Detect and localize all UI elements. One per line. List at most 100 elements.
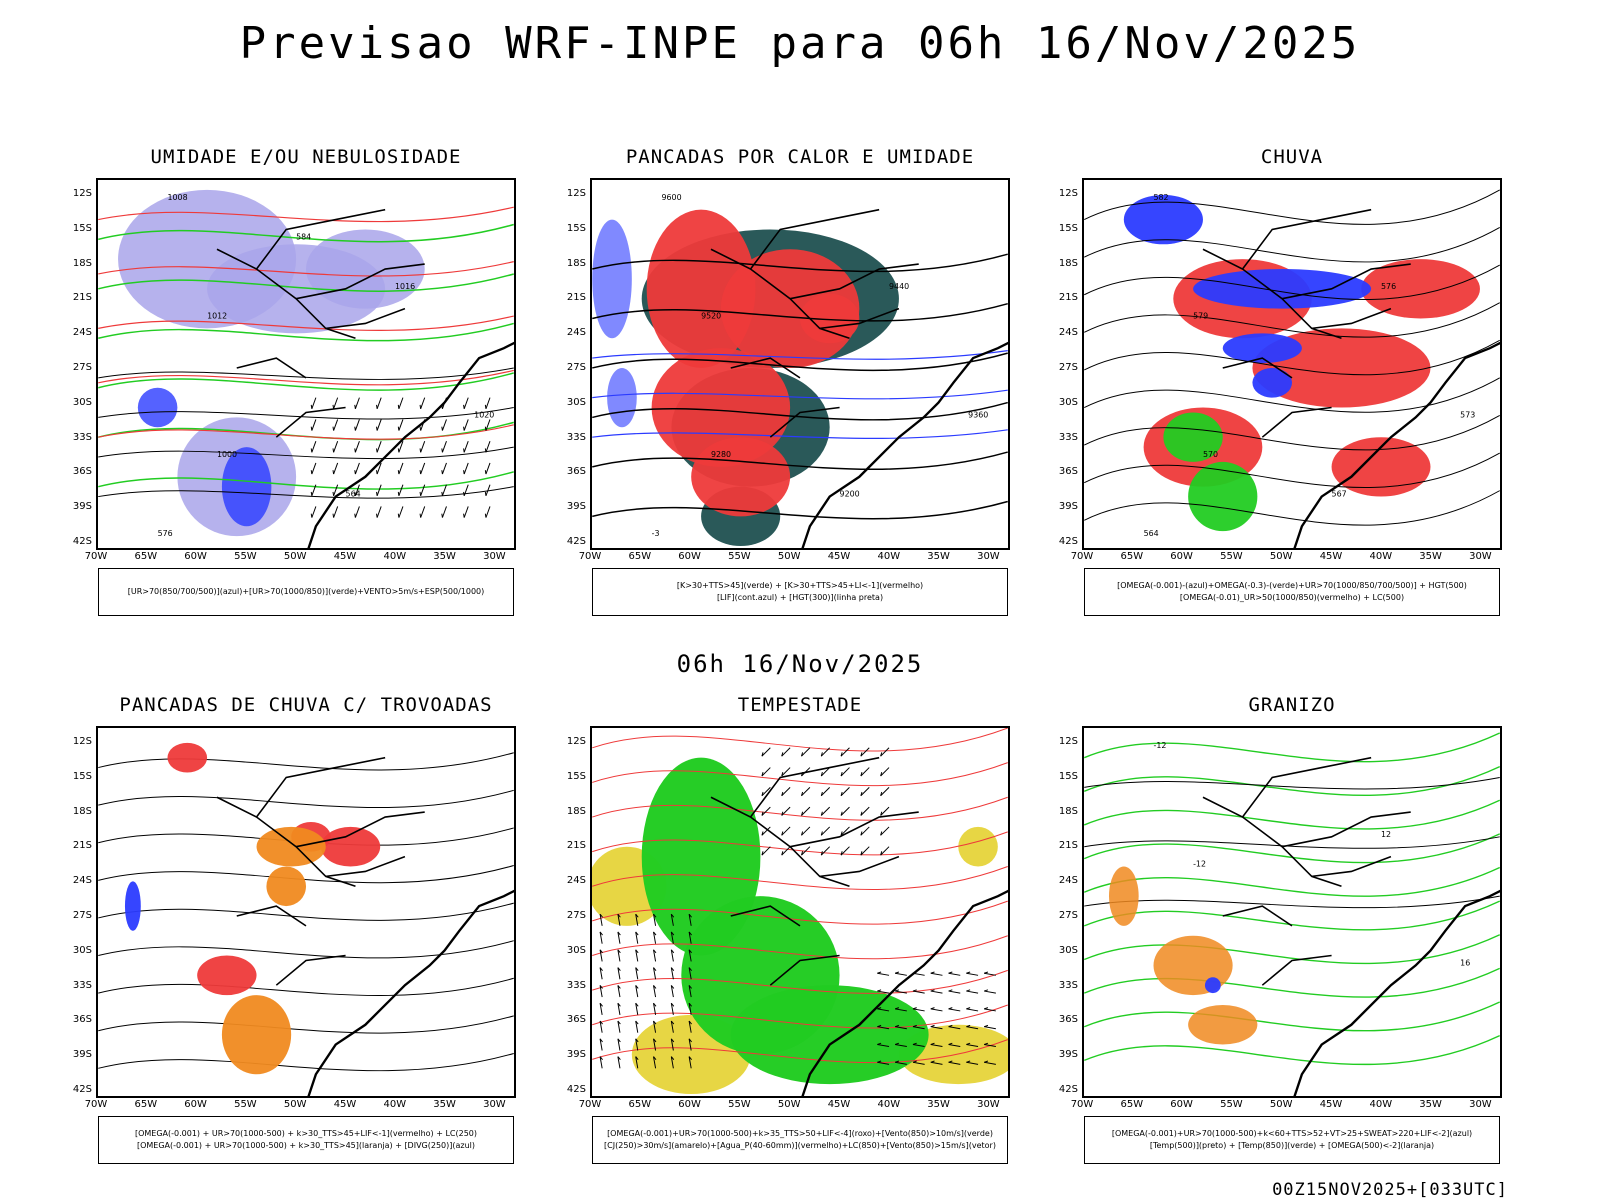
- wind-vector: [930, 1007, 943, 1012]
- wind-vector: [332, 419, 339, 431]
- wind-vector: [670, 1020, 675, 1033]
- wind-vector: [948, 1007, 961, 1012]
- lon-tick-label: 45W: [827, 1099, 851, 1110]
- wind-vector: [653, 1038, 657, 1051]
- storm-map-graphic: [592, 728, 1008, 1096]
- wind-vector: [761, 747, 771, 757]
- green-contour: [98, 322, 514, 342]
- humidity-area: [137, 387, 178, 428]
- lon-tick-label: 35W: [927, 551, 950, 562]
- temp850-contour: [1084, 732, 1500, 763]
- wind-vector: [688, 1056, 692, 1069]
- wind-vector: [653, 1020, 657, 1033]
- lon-tick-label: 60W: [1170, 1099, 1193, 1110]
- streamline: [98, 902, 514, 921]
- lat-tick-label: 12S: [1058, 188, 1078, 199]
- contour-label: 564: [1144, 529, 1159, 538]
- lat-tick-label: 15S: [566, 222, 586, 234]
- rain-panel-title: CHUVA: [1260, 146, 1324, 168]
- state-border: [789, 811, 919, 848]
- pressure-contour: [98, 486, 514, 499]
- lon-tick-label: 60W: [184, 1099, 207, 1110]
- wind-vector: [840, 767, 850, 777]
- wind-vector: [688, 1038, 692, 1051]
- contour-label: 1020: [474, 410, 494, 419]
- state-border: [295, 811, 425, 848]
- hail-map: -12 -12 12 16: [1082, 726, 1502, 1098]
- thunderstorm-showers-panel-title: PANCADAS DE CHUVA C/ TROVOADAS: [119, 694, 493, 716]
- lif-area: [607, 367, 637, 428]
- wind-vector: [840, 787, 850, 797]
- wind-vector: [397, 397, 404, 409]
- wind-vector: [984, 1042, 996, 1048]
- lat-tick-label: 12S: [566, 736, 586, 747]
- wind-vector: [860, 787, 870, 797]
- streamline: [1084, 189, 1500, 225]
- wind-vector: [653, 1002, 657, 1015]
- main-title: Previsao WRF-INPE para 06h 16/Nov/2025: [239, 18, 1361, 69]
- wind-vector: [484, 484, 491, 497]
- streamline: [1084, 415, 1500, 451]
- wind-vector: [781, 767, 791, 777]
- lon-tick-label: 30W: [1469, 1099, 1492, 1110]
- height-contour: [592, 401, 1008, 421]
- wind-vector: [653, 985, 657, 998]
- wind-vector: [484, 462, 491, 475]
- thunderstorm-area: [197, 955, 257, 996]
- wind-vector: [930, 971, 943, 976]
- wind-vector: [840, 846, 850, 856]
- coastline: [801, 889, 1008, 1096]
- wind-vector: [781, 787, 791, 797]
- lon-tick-label: 70W: [578, 551, 602, 562]
- wind-vector: [419, 506, 426, 518]
- lat-tick-label: 15S: [1058, 222, 1078, 234]
- wind-vector: [441, 462, 447, 475]
- wind-vector: [332, 506, 339, 518]
- lon-tick-label: 35W: [433, 551, 456, 562]
- state-border: [769, 406, 840, 438]
- lon-tick-label: 70W: [1070, 551, 1094, 562]
- wind-vector: [599, 1038, 603, 1051]
- state-border: [1281, 811, 1411, 848]
- wind-vector: [984, 1060, 996, 1065]
- wind-vector: [397, 506, 404, 518]
- hail-legend: [OMEGA(-0.001)+UR>70(1000-500)+k<60+TTS>…: [1084, 1116, 1500, 1164]
- lat-tick-label: 39S: [566, 1049, 586, 1061]
- pressure-contour: [98, 407, 514, 420]
- lon-tick-label: 65W: [628, 1099, 652, 1110]
- state-border: [1241, 208, 1372, 270]
- wind-vector: [653, 967, 657, 980]
- state-border: [1222, 357, 1293, 379]
- red-contour: [98, 369, 514, 386]
- state-border: [275, 406, 346, 438]
- contour-label: 564: [346, 490, 361, 499]
- lon-tick-label: 70W: [84, 1099, 108, 1110]
- lat-tick-label: 18S: [566, 257, 586, 269]
- omega-area: [1188, 1004, 1258, 1045]
- pressure-contour: [98, 446, 514, 460]
- wind-vector: [948, 1042, 961, 1048]
- wind-vector: [761, 767, 771, 777]
- strong-wind-area: [730, 985, 929, 1085]
- lon-tick-label: 65W: [628, 551, 652, 562]
- wind-vector: [860, 846, 870, 856]
- lat-tick-label: 18S: [1058, 257, 1078, 269]
- wind-vector: [877, 971, 890, 976]
- wind-vector: [617, 913, 621, 926]
- legend-line: [LIF](cont.azul) + [HGT(300)](linha pret…: [716, 593, 884, 602]
- lat-tick-label: 15S: [72, 222, 92, 234]
- wind-vector: [376, 462, 382, 475]
- wind-vector: [688, 985, 692, 998]
- streamline-850: [592, 900, 1008, 925]
- wind-vector: [984, 989, 996, 994]
- rain-map: 582 579 576 573 570 567 564: [1082, 178, 1502, 550]
- lon-tick-label: 60W: [678, 1099, 701, 1110]
- wind-vector: [894, 971, 907, 976]
- wind-vector: [310, 440, 317, 453]
- height-contour: [592, 352, 1008, 372]
- height-contour: [592, 302, 1008, 322]
- temp850-contour: [1084, 967, 1500, 998]
- contour-label: 16: [1460, 958, 1470, 967]
- contour-label: 9360: [968, 410, 988, 419]
- state-border: [216, 796, 356, 888]
